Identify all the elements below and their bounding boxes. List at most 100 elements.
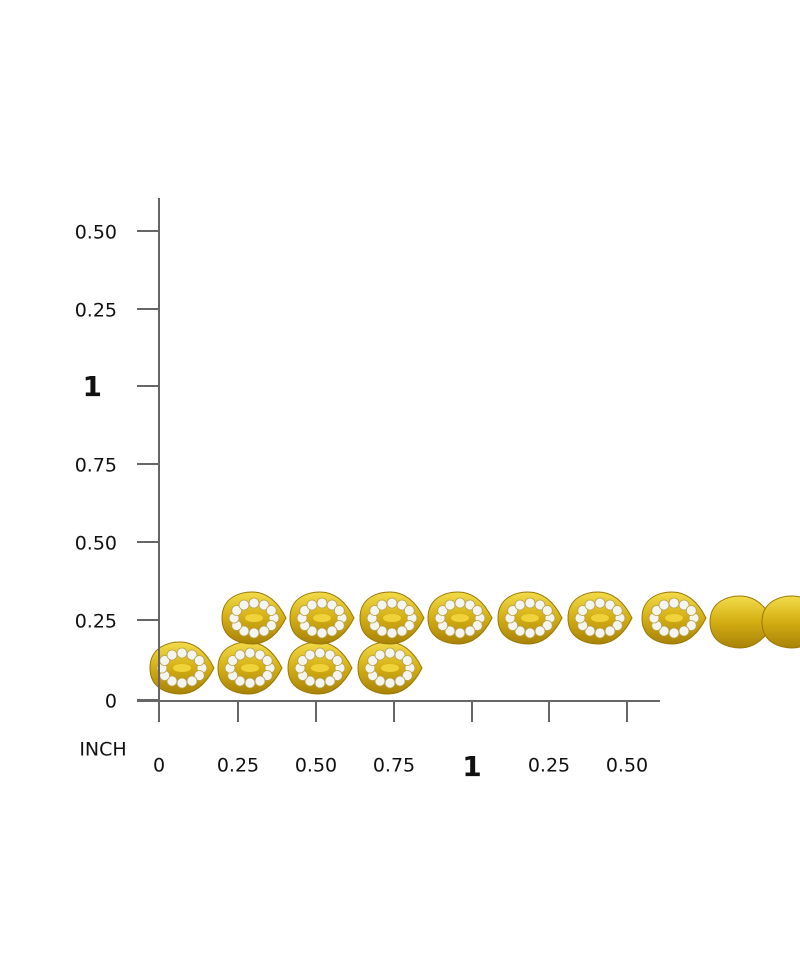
stone <box>316 627 328 639</box>
stone <box>604 599 616 611</box>
vertical-label: 0 <box>105 691 117 713</box>
stone <box>668 597 680 609</box>
center-bar <box>241 664 259 672</box>
stone <box>238 625 250 637</box>
stone <box>401 655 413 666</box>
stone <box>386 597 398 609</box>
vertical-label: 0.25 <box>75 300 117 322</box>
stone <box>396 625 408 637</box>
stone <box>524 627 536 639</box>
stone <box>374 649 386 661</box>
unit-label: INCH <box>79 739 126 761</box>
stone <box>326 599 338 611</box>
stone <box>658 625 670 637</box>
stone <box>524 597 536 609</box>
stone <box>186 649 198 661</box>
stone <box>248 597 260 609</box>
stone <box>514 625 526 637</box>
stone <box>685 620 697 631</box>
stone <box>534 625 546 637</box>
center-bar <box>591 614 609 622</box>
stone <box>324 649 336 661</box>
stone <box>403 620 415 631</box>
stone <box>464 625 476 637</box>
stone <box>507 605 519 616</box>
stone <box>658 599 670 611</box>
stone <box>584 599 596 611</box>
stone <box>244 647 256 659</box>
stone <box>384 647 396 659</box>
stone <box>394 675 406 687</box>
stone <box>254 649 266 661</box>
bracelet <box>149 591 800 695</box>
center-bar <box>311 664 329 672</box>
stone <box>234 675 246 687</box>
stone <box>176 647 188 659</box>
link <box>567 591 633 645</box>
stone <box>403 605 415 616</box>
vertical-label: 0.50 <box>75 222 117 244</box>
link <box>761 595 800 649</box>
horizontal-label: 0.25 <box>217 755 259 777</box>
center-bar <box>451 614 469 622</box>
center-bar <box>313 614 331 622</box>
link <box>217 641 283 695</box>
link <box>427 591 493 645</box>
stone <box>265 620 277 631</box>
stone <box>594 597 606 609</box>
link <box>221 591 287 645</box>
stone <box>166 675 178 687</box>
stone <box>384 677 396 689</box>
center-bar <box>383 614 401 622</box>
horizontal-label: 1 <box>462 750 481 783</box>
stone <box>611 605 623 616</box>
stone <box>541 620 553 631</box>
horizontal-label: 0.75 <box>373 755 415 777</box>
stone <box>396 599 408 611</box>
stone <box>306 625 318 637</box>
stone <box>541 605 553 616</box>
stone <box>376 599 388 611</box>
center-bar <box>381 664 399 672</box>
stone <box>258 599 270 611</box>
horizontal-label: 0.50 <box>295 755 337 777</box>
stone <box>464 599 476 611</box>
stone <box>471 620 483 631</box>
vertical-label: 1 <box>83 370 102 403</box>
stone <box>444 625 456 637</box>
stone <box>444 599 456 611</box>
stone <box>333 605 345 616</box>
stone <box>193 670 205 681</box>
stone <box>401 670 413 681</box>
stone <box>376 625 388 637</box>
stone <box>231 605 243 616</box>
stone <box>386 627 398 639</box>
stone <box>238 599 250 611</box>
stone <box>331 670 343 681</box>
stone <box>454 627 466 639</box>
stone <box>297 655 309 666</box>
stone <box>584 625 596 637</box>
stone <box>394 649 406 661</box>
stone <box>437 605 449 616</box>
stone <box>326 625 338 637</box>
stone <box>176 677 188 689</box>
vertical-label: 0.75 <box>75 455 117 477</box>
stone <box>316 597 328 609</box>
stone <box>678 599 690 611</box>
stone <box>534 599 546 611</box>
stone <box>369 605 381 616</box>
stone <box>166 649 178 661</box>
stone <box>299 605 311 616</box>
center-bar <box>521 614 539 622</box>
center-bar <box>173 664 191 672</box>
horizontal-label: 0.50 <box>606 755 648 777</box>
vertical-label: 0.50 <box>75 533 117 555</box>
stone <box>227 655 239 666</box>
stone <box>314 677 326 689</box>
link <box>359 591 425 645</box>
center-bar <box>245 614 263 622</box>
link-body <box>761 595 800 649</box>
